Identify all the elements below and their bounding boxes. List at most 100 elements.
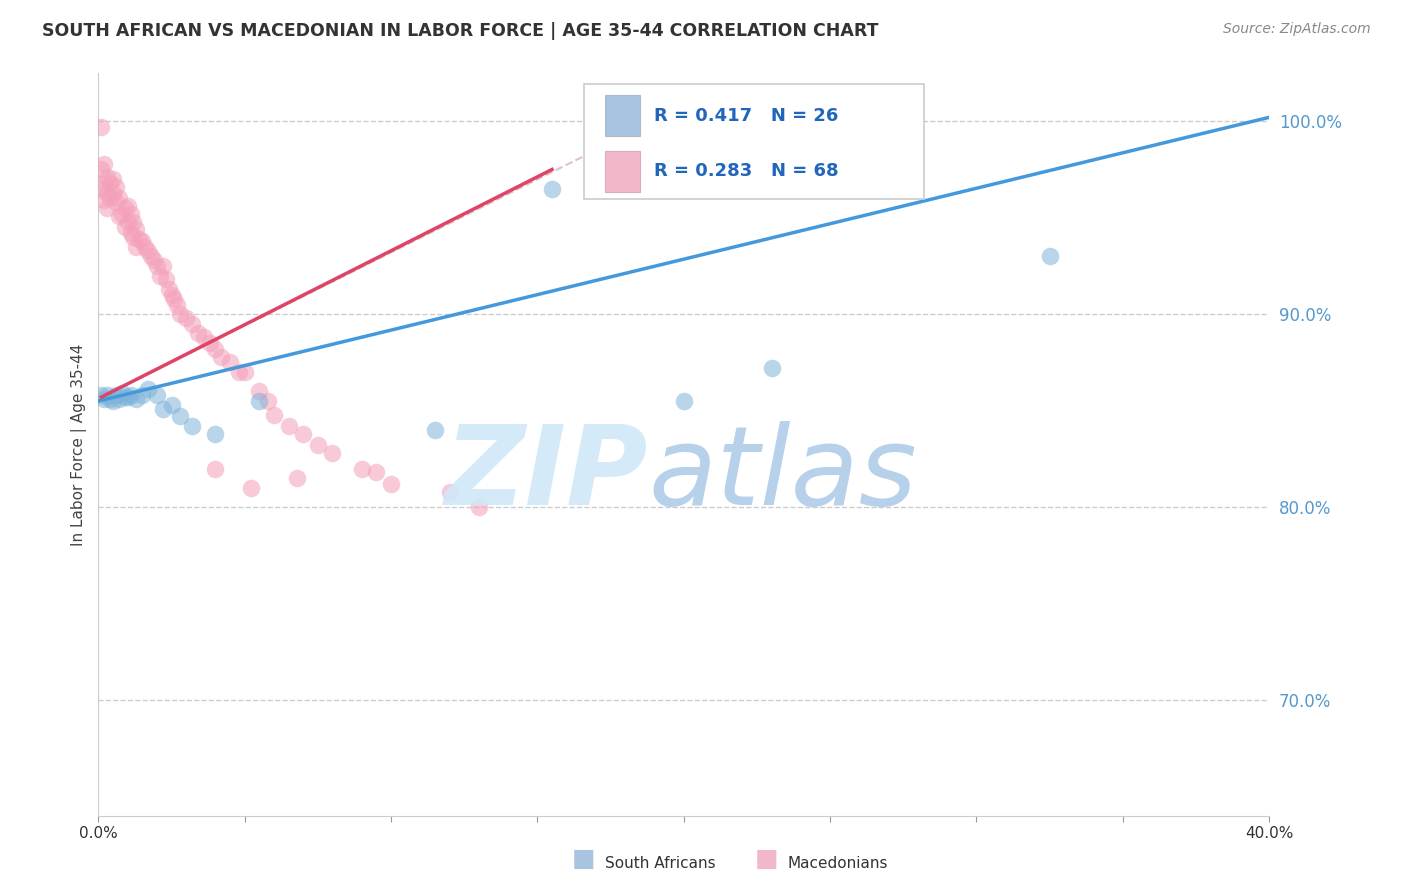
Point — [181, 317, 204, 331]
Point — [108, 392, 131, 406]
Text: Source: ZipAtlas.com: Source: ZipAtlas.com — [1223, 22, 1371, 37]
Point — [96, 186, 118, 200]
Point — [101, 172, 124, 186]
Point — [166, 297, 188, 311]
Point — [98, 392, 121, 406]
Point — [125, 222, 148, 236]
Point — [219, 355, 242, 369]
Point — [120, 226, 142, 240]
Point — [157, 282, 180, 296]
Point — [263, 408, 285, 422]
Point — [117, 199, 139, 213]
FancyBboxPatch shape — [585, 84, 924, 199]
Text: R = 0.417   N = 26: R = 0.417 N = 26 — [654, 107, 839, 125]
Point — [101, 394, 124, 409]
Point — [125, 240, 148, 254]
Point — [93, 176, 115, 190]
Point — [125, 392, 148, 406]
Bar — [605, 151, 640, 192]
Text: SOUTH AFRICAN VS MACEDONIAN IN LABOR FORCE | AGE 35-44 CORRELATION CHART: SOUTH AFRICAN VS MACEDONIAN IN LABOR FOR… — [42, 22, 879, 40]
Point — [146, 259, 169, 273]
Point — [134, 240, 156, 254]
Point — [307, 438, 329, 452]
Point — [169, 307, 191, 321]
Point — [160, 288, 183, 302]
Point — [761, 361, 783, 376]
Point — [117, 214, 139, 228]
Text: ■: ■ — [572, 847, 595, 871]
Point — [439, 484, 461, 499]
Point — [468, 500, 491, 515]
Point — [380, 477, 402, 491]
Point — [114, 390, 136, 404]
Point — [128, 232, 150, 246]
Point — [247, 394, 270, 409]
Point — [247, 384, 270, 399]
Point — [541, 182, 564, 196]
Point — [108, 209, 131, 223]
Point — [155, 272, 177, 286]
Point — [163, 292, 186, 306]
Point — [90, 182, 112, 196]
Text: Macedonians: Macedonians — [787, 855, 887, 871]
Point — [104, 179, 127, 194]
Point — [104, 195, 127, 210]
Point — [209, 350, 232, 364]
Point — [120, 207, 142, 221]
Point — [93, 156, 115, 170]
Point — [96, 388, 118, 402]
Point — [277, 419, 299, 434]
Point — [257, 394, 280, 409]
Point — [122, 214, 145, 228]
Point — [146, 388, 169, 402]
Point — [233, 365, 256, 379]
Point — [174, 311, 197, 326]
Point — [131, 388, 153, 402]
Point — [160, 398, 183, 412]
Point — [120, 388, 142, 402]
Text: South Africans: South Africans — [605, 855, 716, 871]
Point — [111, 207, 134, 221]
Point — [90, 120, 112, 134]
Y-axis label: In Labor Force | Age 35-44: In Labor Force | Age 35-44 — [72, 343, 87, 546]
Point — [96, 201, 118, 215]
Point — [96, 170, 118, 185]
Point — [321, 446, 343, 460]
Point — [122, 230, 145, 244]
Point — [104, 388, 127, 402]
Point — [93, 392, 115, 406]
Point — [136, 383, 159, 397]
Point — [90, 388, 112, 402]
Text: R = 0.283   N = 68: R = 0.283 N = 68 — [654, 162, 839, 180]
Point — [187, 326, 209, 341]
Point — [152, 259, 174, 273]
Point — [193, 330, 215, 344]
Point — [108, 191, 131, 205]
Point — [98, 176, 121, 190]
Point — [169, 409, 191, 424]
Text: atlas: atlas — [648, 421, 917, 528]
Point — [93, 194, 115, 208]
Point — [1038, 249, 1060, 263]
Point — [111, 386, 134, 401]
Point — [181, 419, 204, 434]
Point — [239, 481, 262, 495]
Bar — [605, 95, 640, 136]
Point — [149, 268, 172, 283]
Point — [204, 342, 226, 356]
Point — [198, 336, 221, 351]
Point — [114, 220, 136, 235]
Point — [136, 244, 159, 258]
Point — [143, 253, 166, 268]
Text: ■: ■ — [755, 847, 778, 871]
Point — [117, 390, 139, 404]
Point — [152, 401, 174, 416]
Point — [204, 426, 226, 441]
Point — [287, 471, 309, 485]
Point — [101, 186, 124, 200]
Point — [672, 394, 695, 409]
Point — [90, 162, 112, 177]
Point — [114, 201, 136, 215]
Point — [366, 466, 388, 480]
Point — [423, 423, 446, 437]
